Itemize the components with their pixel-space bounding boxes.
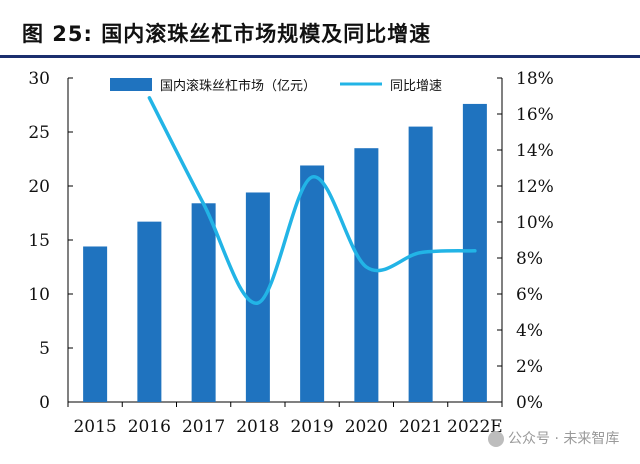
left-y-tick-label: 25	[28, 123, 50, 143]
growth-rate-line	[147, 96, 477, 305]
title-rule	[0, 55, 640, 58]
right-y-tick-label: 0%	[516, 393, 543, 413]
bar	[191, 203, 216, 402]
figure-label: 图 25:	[22, 22, 93, 46]
right-y-tick-label: 4%	[516, 321, 543, 341]
wechat-logo-icon	[488, 431, 504, 447]
watermark: 公众号 · 未来智库	[488, 428, 619, 448]
right-y-tick-label: 16%	[516, 105, 554, 125]
right-y-tick-label: 18%	[516, 69, 554, 89]
right-y-tick-label: 6%	[516, 285, 543, 305]
left-y-tick-label: 20	[28, 177, 50, 197]
bar	[408, 126, 433, 402]
right-y-tick-label: 10%	[516, 213, 554, 233]
left-y-tick-label: 0	[39, 393, 50, 413]
left-y-tick-label: 30	[28, 69, 50, 89]
x-tick-label: 2017	[182, 417, 225, 437]
watermark-text: 公众号 · 未来智库	[508, 431, 620, 447]
bar	[245, 192, 270, 402]
x-tick-label: 2022E	[447, 417, 503, 437]
bar	[83, 246, 108, 402]
right-y-tick-label: 14%	[516, 141, 554, 161]
x-tick-label: 2021	[399, 417, 442, 437]
legend-line-label: 同比增速	[390, 79, 442, 94]
x-tick-label: 2019	[290, 417, 333, 437]
x-tick-label: 2018	[236, 417, 279, 437]
bar	[354, 148, 379, 402]
right-y-tick-label: 12%	[516, 177, 554, 197]
x-tick-label: 2015	[73, 417, 116, 437]
left-y-tick-label: 15	[28, 231, 50, 251]
bar	[300, 165, 325, 402]
figure-title-text: 国内滚珠丝杠市场规模及同比增速	[101, 22, 432, 46]
bar	[462, 103, 487, 403]
left-y-tick-label: 5	[39, 339, 50, 359]
left-y-tick-label: 10	[28, 285, 50, 305]
legend-bar-swatch	[110, 78, 152, 91]
bar	[137, 221, 162, 402]
x-tick-label: 2020	[345, 417, 388, 437]
figure-title: 图 25: 国内滚珠丝杠市场规模及同比增速	[22, 18, 431, 48]
right-y-tick-label: 2%	[516, 357, 543, 377]
legend-bar-label: 国内滚珠丝杠市场（亿元）	[160, 78, 316, 94]
right-y-tick-label: 8%	[516, 249, 543, 269]
x-tick-label: 2016	[128, 417, 171, 437]
